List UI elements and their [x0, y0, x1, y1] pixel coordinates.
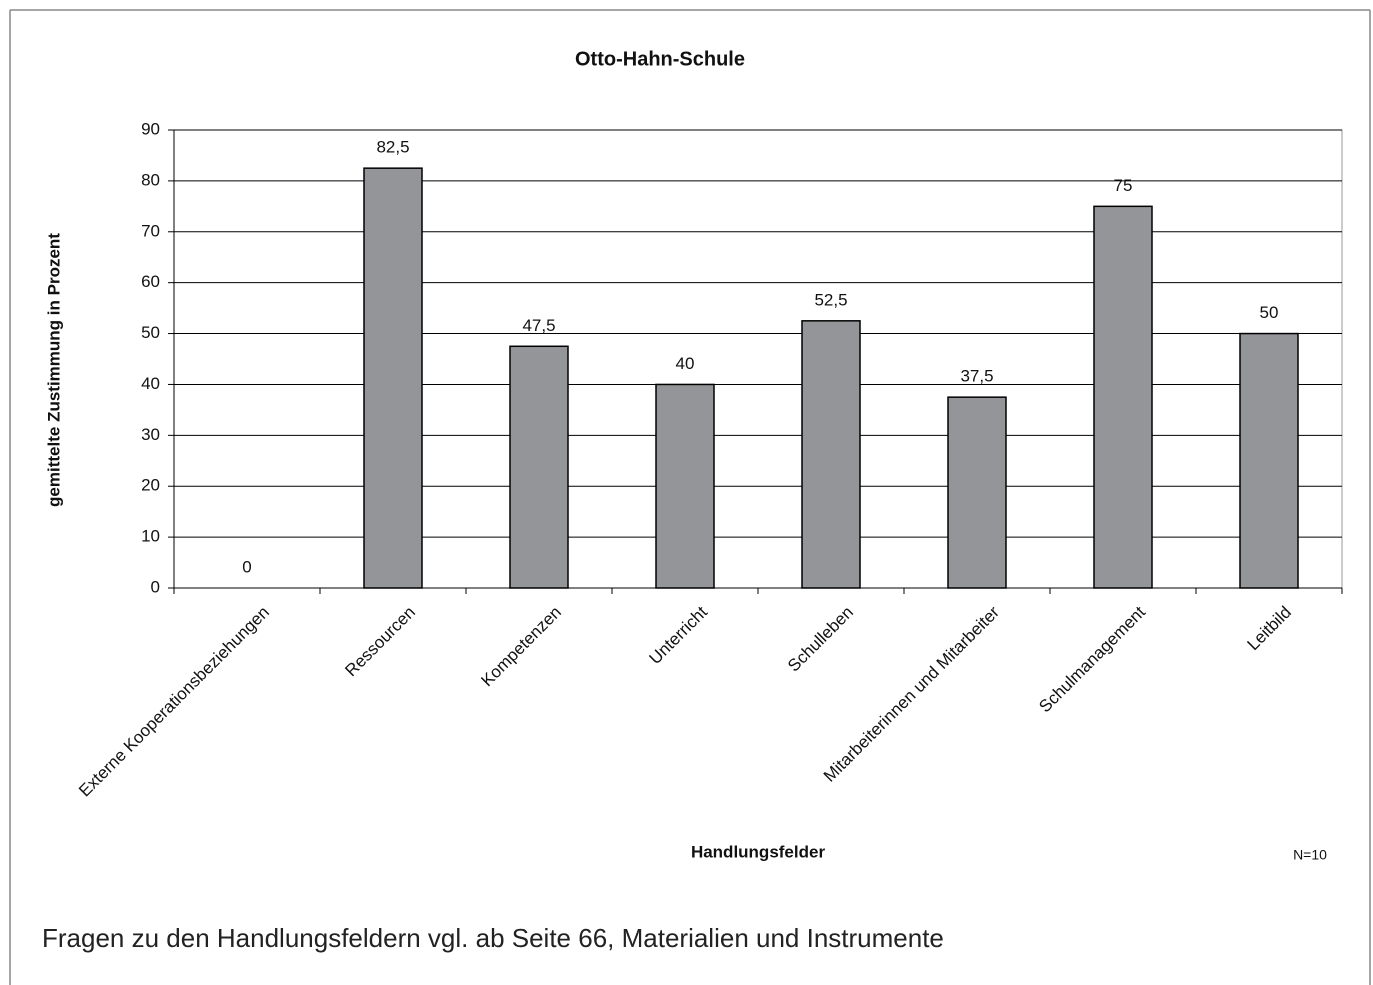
- data-label: 47,5: [522, 316, 555, 335]
- bar: [801, 320, 861, 589]
- y-tick-label: 0: [151, 577, 160, 596]
- plot-area: [173, 129, 1343, 589]
- annotation: N=10: [1293, 847, 1327, 863]
- x-tick-label: Schulleben: [784, 603, 857, 676]
- y-tick-label: 40: [141, 374, 160, 393]
- y-tick-label: 10: [141, 527, 160, 546]
- bar: [947, 396, 1007, 589]
- y-tick-label: 70: [141, 221, 160, 240]
- y-tick-label: 80: [141, 170, 160, 189]
- chart-title: Otto-Hahn-Schule: [575, 48, 745, 70]
- data-label: 82,5: [376, 138, 409, 157]
- x-tick-label: Leitbild: [1243, 603, 1295, 655]
- bar: [1239, 332, 1299, 589]
- y-tick-label: 50: [141, 323, 160, 342]
- data-label: 52,5: [814, 290, 847, 309]
- y-tick-label: 90: [141, 119, 160, 138]
- y-tick-label: 60: [141, 272, 160, 291]
- y-tick-label: 30: [141, 425, 160, 444]
- x-tick-label: Unterricht: [645, 602, 711, 668]
- bar: [655, 383, 715, 589]
- x-tick-label: Mitarbeiterinnen und Mitarbeiter: [820, 602, 1003, 785]
- bar: [363, 167, 423, 589]
- y-axis-label: gemittelte Zustimmung in Prozent: [44, 233, 63, 507]
- x-tick-label: Ressourcen: [341, 603, 419, 681]
- data-label: 40: [676, 354, 695, 373]
- caption: Fragen zu den Handlungsfeldern vgl. ab S…: [42, 923, 944, 953]
- data-label: 50: [1260, 303, 1279, 322]
- x-tick-label: Kompetenzen: [477, 603, 565, 691]
- data-label: 37,5: [960, 367, 993, 386]
- x-tick-label: Externe Kooperationsbeziehungen: [75, 603, 273, 801]
- x-axis-label: Handlungsfelder: [691, 842, 826, 861]
- x-tick-label: Schulmanagement: [1035, 602, 1149, 716]
- bar: [1093, 205, 1153, 589]
- y-tick-label: 20: [141, 476, 160, 495]
- data-label: 0: [242, 557, 251, 576]
- data-label: 75: [1114, 176, 1133, 195]
- bar: [509, 345, 569, 589]
